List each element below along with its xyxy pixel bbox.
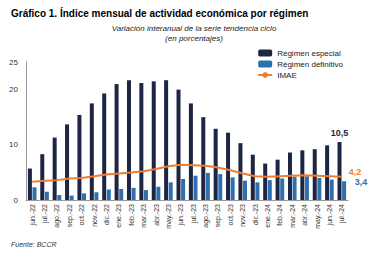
svg-text:abr.-24: abr.-24 [301,204,308,226]
svg-text:may.-24: may.-24 [314,204,322,229]
svg-text:sep.-23: sep.-23 [214,204,222,227]
svg-text:feb.-24: feb.-24 [276,204,283,226]
svg-text:nov.-23: nov.-23 [239,204,246,227]
svg-text:mar.-24: mar.-24 [289,204,296,228]
svg-text:jul.-22: jul.-22 [41,204,49,224]
svg-text:0: 0 [14,196,19,205]
svg-text:(en porcentajes): (en porcentajes) [165,34,223,43]
svg-text:10: 10 [9,140,18,149]
svg-text:mar.-23: mar.-23 [140,204,147,228]
svg-text:feb.-23: feb.-23 [128,204,135,226]
svg-text:jun.-22: jun.-22 [29,204,37,227]
svg-text:oct.-23: oct.-23 [227,204,234,226]
svg-text:4,2: 4,2 [349,167,362,177]
svg-text:oct.-22: oct.-22 [78,204,85,226]
svg-text:10,5: 10,5 [331,128,349,138]
svg-text:Gráfico 1. Índice mensual de a: Gráfico 1. Índice mensual de actividad e… [11,7,308,19]
svg-text:jun.-23: jun.-23 [177,204,185,227]
svg-text:Régimen definitivo: Régimen definitivo [277,60,343,69]
svg-text:nov.-22: nov.-22 [91,204,98,227]
svg-text:Variación interanual de la ser: Variación interanual de la serie tendenc… [112,24,277,33]
svg-text:may.-23: may.-23 [165,204,173,229]
svg-text:jul.-23: jul.-23 [190,204,198,224]
svg-text:ago.-23: ago.-23 [202,204,210,228]
svg-text:25: 25 [9,58,18,67]
svg-text:dic.-22: dic.-22 [103,204,110,225]
svg-text:ene.-24: ene.-24 [264,204,271,228]
svg-text:jun.-24: jun.-24 [326,204,334,227]
svg-text:20: 20 [9,85,18,94]
svg-text:sep.-22: sep.-22 [66,204,74,227]
svg-text:jul.-24: jul.-24 [338,204,346,224]
svg-text:3,4: 3,4 [355,177,368,187]
svg-text:dic.-23: dic.-23 [252,204,259,225]
svg-text:ene.-23: ene.-23 [115,204,122,228]
svg-text:Fuente: BCCR: Fuente: BCCR [11,241,57,248]
svg-text:abr.-23: abr.-23 [153,204,160,226]
svg-text:Régimen especial: Régimen especial [277,49,341,58]
svg-text:ago.-22: ago.-22 [53,204,61,228]
svg-text:IMAE: IMAE [277,71,297,80]
